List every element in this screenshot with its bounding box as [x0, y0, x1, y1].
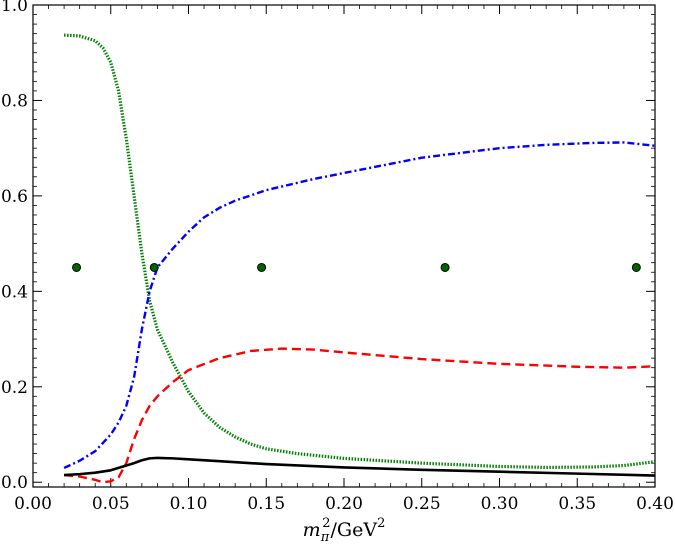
data-point-marker: [72, 262, 82, 272]
y-tick-label: 1.0: [1, 0, 28, 16]
marker-layer: [72, 262, 641, 272]
x-axis-label-rest-sup: 2: [377, 516, 385, 531]
data-point-marker: [440, 262, 450, 272]
x-tick-label: 0.35: [558, 494, 596, 514]
x-tick-label: 0.05: [92, 494, 130, 514]
y-tick-label: 0.4: [1, 282, 28, 302]
x-tick-label: 0.10: [170, 494, 208, 514]
data-point-marker: [257, 262, 267, 272]
y-tick-label: 0.2: [1, 378, 28, 398]
x-axis-label-rest: /GeV: [331, 519, 378, 541]
x-axis-label-sup: 2: [322, 516, 330, 531]
x-axis-label-sub: π: [320, 530, 330, 545]
data-point-marker: [631, 262, 641, 272]
plot-frame: [32, 4, 656, 488]
x-tick-label: 0.30: [481, 494, 519, 514]
x-tick-label: 0.00: [14, 494, 52, 514]
x-tick-label: 0.15: [247, 494, 285, 514]
tick-labels: 0.00 0.05 0.10 0.15 0.20 0.25 0.30 0.35 0.40 0.0 0…: [1, 0, 674, 514]
x-tick-label: 0.20: [325, 494, 363, 514]
series-line-dotted: [64, 33, 656, 470]
x-axis-label-m: m: [303, 519, 321, 541]
y-tick-label: 0.6: [1, 187, 28, 207]
x-tick-label: 0.40: [636, 494, 674, 514]
series-line-dashdot: [63, 141, 656, 470]
y-tick-label: 0.8: [1, 91, 28, 111]
data-point-marker: [149, 262, 159, 272]
series-layer: [63, 33, 656, 484]
y-tick-label: 0.0: [1, 473, 28, 493]
x-tick-label: 0.25: [403, 494, 441, 514]
series-line-solid: [64, 456, 656, 477]
x-axis-label: mπ2/GeV2: [303, 516, 386, 545]
series-line-dashed: [63, 347, 656, 484]
axis-ticks: [32, 4, 656, 487]
